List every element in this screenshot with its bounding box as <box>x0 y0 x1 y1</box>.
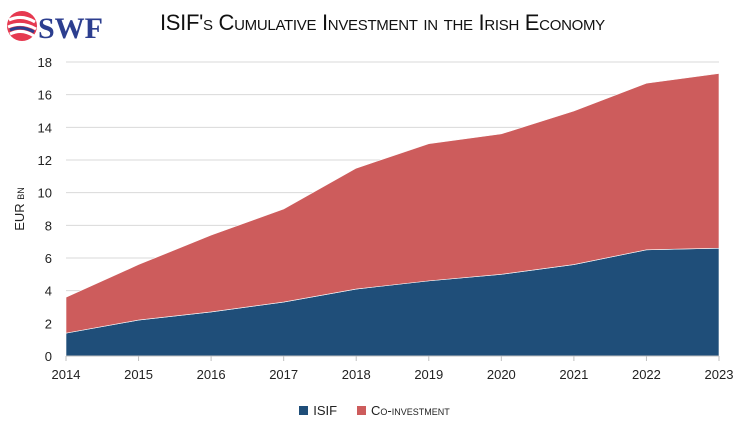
y-tick-label: 12 <box>38 153 52 168</box>
y-tick-label: 2 <box>45 316 52 331</box>
x-tick-label: 2016 <box>197 367 226 382</box>
svg-text:SWF: SWF <box>38 12 103 44</box>
y-tick-label: 0 <box>45 349 52 364</box>
x-tick-label: 2018 <box>342 367 371 382</box>
area-co-investment <box>65 73 720 334</box>
y-tick-label: 6 <box>45 251 52 266</box>
x-tick-label: 2014 <box>52 367 81 382</box>
x-tick-label: 2022 <box>632 367 661 382</box>
y-tick-label: 4 <box>45 284 52 299</box>
chart-title: ISIF's Cumulative Investment in the Iris… <box>160 10 605 35</box>
legend-swatch <box>357 406 367 415</box>
legend: ISIF Co-investment <box>0 403 749 418</box>
legend-item: Co-investment <box>357 403 450 418</box>
legend-label: Co-investment <box>371 403 450 418</box>
x-tick-label: 2015 <box>124 367 153 382</box>
legend-label: ISIF <box>313 403 338 418</box>
x-tick-label: 2017 <box>269 367 298 382</box>
y-tick-label: 8 <box>45 218 52 233</box>
x-tick-label: 2020 <box>487 367 516 382</box>
x-tick-label: 2023 <box>705 367 734 382</box>
x-tick-label: 2019 <box>414 367 443 382</box>
legend-swatch <box>299 406 309 415</box>
swf-logo: SWF <box>7 11 103 44</box>
y-tick-label: 14 <box>38 120 52 135</box>
y-tick-label: 18 <box>38 55 52 70</box>
y-axis-label: EUR bn <box>12 187 27 231</box>
y-tick-label: 16 <box>38 88 52 103</box>
y-tick-label: 10 <box>38 186 52 201</box>
legend-item: ISIF <box>299 403 337 418</box>
x-tick-label: 2021 <box>559 367 588 382</box>
